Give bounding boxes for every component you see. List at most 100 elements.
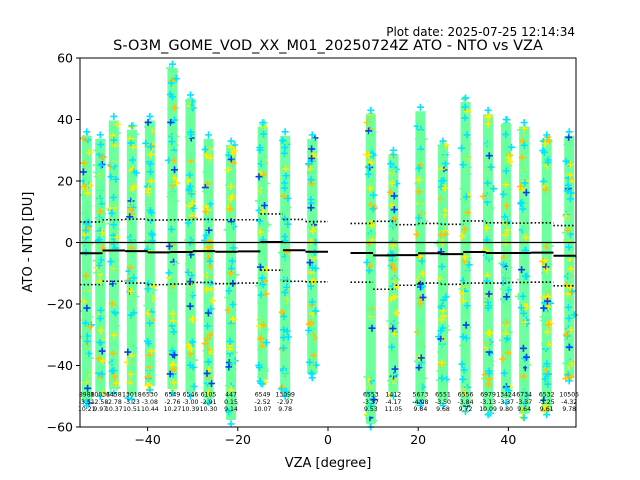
data-point bbox=[390, 330, 398, 338]
data-point bbox=[278, 385, 286, 393]
data-point bbox=[440, 308, 448, 316]
data-point bbox=[170, 174, 178, 182]
data-point bbox=[479, 193, 487, 200]
data-point bbox=[364, 170, 372, 178]
data-point bbox=[504, 349, 512, 357]
data-point bbox=[281, 368, 289, 376]
data-point bbox=[310, 365, 318, 373]
data-point bbox=[544, 380, 552, 388]
data-point bbox=[501, 213, 509, 221]
data-point bbox=[565, 295, 573, 303]
data-point bbox=[147, 314, 155, 322]
data-point bbox=[259, 186, 267, 194]
data-point bbox=[146, 319, 154, 327]
bin-count-label: 13018 bbox=[122, 392, 142, 399]
data-point bbox=[260, 321, 267, 329]
data-point bbox=[284, 203, 292, 211]
data-point bbox=[439, 272, 447, 280]
data-point bbox=[86, 182, 94, 189]
data-point bbox=[93, 168, 101, 176]
data-point bbox=[505, 154, 513, 162]
data-point bbox=[439, 137, 447, 145]
data-point bbox=[416, 103, 424, 111]
data-point bbox=[305, 327, 313, 334]
data-point bbox=[148, 230, 155, 237]
data-point bbox=[306, 259, 314, 267]
data-point bbox=[186, 115, 194, 123]
bin-std-label: 9.64 bbox=[517, 406, 531, 413]
data-point bbox=[562, 331, 570, 338]
data-column bbox=[165, 60, 181, 397]
data-column bbox=[305, 131, 320, 382]
bin-mean-label: 0.15 bbox=[224, 399, 238, 406]
data-column bbox=[412, 103, 428, 409]
data-point bbox=[186, 392, 194, 400]
data-point bbox=[97, 299, 105, 307]
data-point bbox=[126, 264, 134, 272]
data-point bbox=[110, 221, 118, 229]
data-point bbox=[464, 140, 472, 148]
data-point bbox=[81, 376, 89, 384]
data-point bbox=[283, 255, 291, 263]
data-point bbox=[127, 262, 135, 270]
data-point bbox=[146, 214, 154, 221]
bin-mean-label: -3.23 bbox=[124, 399, 140, 406]
data-point bbox=[124, 394, 132, 402]
data-point bbox=[83, 128, 91, 136]
column-core bbox=[108, 120, 119, 390]
data-point bbox=[542, 186, 550, 194]
data-point bbox=[484, 193, 492, 201]
data-point bbox=[415, 154, 423, 162]
data-point bbox=[386, 317, 394, 325]
bin-count-label: 6553 bbox=[363, 392, 379, 399]
data-point bbox=[391, 353, 398, 361]
data-point bbox=[564, 226, 572, 234]
data-point bbox=[309, 214, 317, 222]
data-point bbox=[284, 220, 292, 228]
data-point bbox=[144, 373, 152, 381]
bin-mean-label: -3.84 bbox=[458, 399, 474, 406]
data-point bbox=[413, 230, 421, 238]
data-point bbox=[227, 137, 235, 145]
data-point bbox=[208, 297, 216, 305]
data-point bbox=[308, 298, 316, 306]
data-point bbox=[126, 304, 134, 312]
data-point bbox=[365, 151, 373, 159]
data-point bbox=[82, 219, 90, 227]
data-point bbox=[82, 234, 90, 242]
data-point bbox=[366, 131, 374, 139]
data-point bbox=[502, 344, 510, 352]
data-point bbox=[97, 306, 105, 314]
data-point bbox=[168, 93, 176, 101]
data-point bbox=[283, 339, 291, 347]
data-point bbox=[81, 230, 89, 238]
data-point bbox=[388, 179, 396, 187]
data-point bbox=[368, 324, 376, 332]
data-point bbox=[544, 158, 552, 166]
data-point bbox=[517, 126, 524, 134]
data-point bbox=[366, 211, 374, 219]
data-point bbox=[503, 226, 511, 234]
data-point bbox=[146, 295, 154, 303]
data-point bbox=[81, 210, 89, 217]
data-point bbox=[229, 227, 237, 234]
data-point bbox=[416, 327, 424, 335]
data-point bbox=[389, 325, 397, 333]
data-point bbox=[260, 221, 268, 229]
data-point bbox=[566, 325, 574, 332]
data-point bbox=[391, 365, 399, 373]
data-point bbox=[521, 303, 529, 311]
data-point bbox=[416, 401, 424, 409]
data-point bbox=[505, 264, 513, 271]
data-point bbox=[166, 64, 174, 72]
data-point bbox=[367, 402, 375, 410]
data-point bbox=[205, 398, 213, 406]
data-point bbox=[224, 294, 232, 301]
bin-count-label: 6979 bbox=[480, 392, 496, 399]
data-point bbox=[519, 161, 527, 169]
data-point bbox=[129, 156, 137, 164]
data-point bbox=[437, 327, 445, 335]
data-point bbox=[256, 228, 264, 236]
data-point bbox=[259, 119, 267, 127]
data-point bbox=[110, 194, 117, 201]
